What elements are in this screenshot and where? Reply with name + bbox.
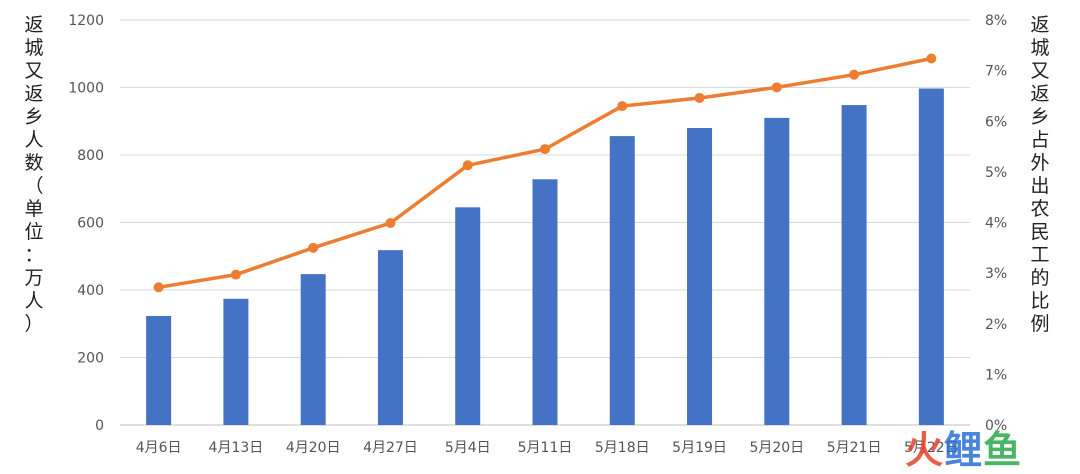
x-tick-label: 4月6日 [136,440,182,456]
line-point [308,242,319,253]
x-tick-label: 5月21日 [827,440,882,456]
x-tick-label: 5月18日 [595,440,650,456]
y-tick-label-right: 5% [985,165,1007,181]
line-series [153,53,937,293]
y-tick-label-right: 7% [985,64,1007,80]
y-tick-label-left: 1000 [68,81,104,97]
line-point [540,144,550,155]
x-tick-label: 4月27日 [363,440,418,456]
line-point [849,69,860,80]
x-tick-label: 4月20日 [286,440,341,456]
line-point [230,269,241,280]
bar-series [146,88,944,426]
y-tick-label-right: 4% [985,216,1007,232]
y-tick-label-right: 8% [985,13,1007,29]
line-point [617,101,628,112]
y-tick-label-right: 0% [985,418,1007,434]
bar [300,274,326,425]
y-tick-label-right: 3% [985,266,1007,282]
x-tick-label: 5月19日 [672,440,727,456]
y-tick-label-right: 2% [985,317,1007,333]
line-point [694,92,705,103]
x-tick-label: 5月20日 [749,440,804,456]
watermark-logo: 火鲤鱼 [905,428,1023,472]
bar [841,105,867,426]
bar [687,128,713,425]
bar [223,298,249,425]
bar [455,207,481,425]
y-tick-label-left: 0 [95,418,104,434]
line-point [926,53,937,64]
x-axis-ticks: 4月6日 4月13日 4月20日 4月27日 5月4日 5月11日 5月18日 5月19日 5月… [136,440,959,456]
line-point [462,160,473,171]
bar [146,315,172,425]
x-tick-label: 5月11日 [518,440,573,456]
x-tick-label: 4月13日 [209,440,264,456]
line-point [153,282,164,293]
x-tick-label: 5月4日 [445,440,491,456]
x-tick-label: 5月22日 [904,440,959,456]
bar [609,136,635,425]
bar [764,117,790,425]
bar [532,179,558,425]
y-tick-label-left: 600 [77,216,104,232]
y-tick-label-left: 1200 [68,13,104,29]
y-tick-label-left: 800 [77,148,104,164]
line-point [385,218,396,229]
y-axis-right-ticks: 0% 1% 2% 3% 4% 5% 6% 7% 8% [985,13,1007,434]
y-tick-label-left: 200 [77,351,104,367]
bar [918,88,944,425]
y-tick-label-right: 6% [985,114,1007,130]
bar [377,250,403,425]
y-axis-right-title: 返城又返乡占外出农民工的比例 [1030,14,1050,335]
line-point [771,82,782,93]
y-axis-left-title: 返城又返乡人数（单位：万人） [24,14,44,335]
y-tick-label-right: 1% [985,367,1007,383]
y-axis-left-ticks: 0 200 400 600 800 1000 1200 [68,13,104,434]
y-tick-label-left: 400 [77,283,104,299]
